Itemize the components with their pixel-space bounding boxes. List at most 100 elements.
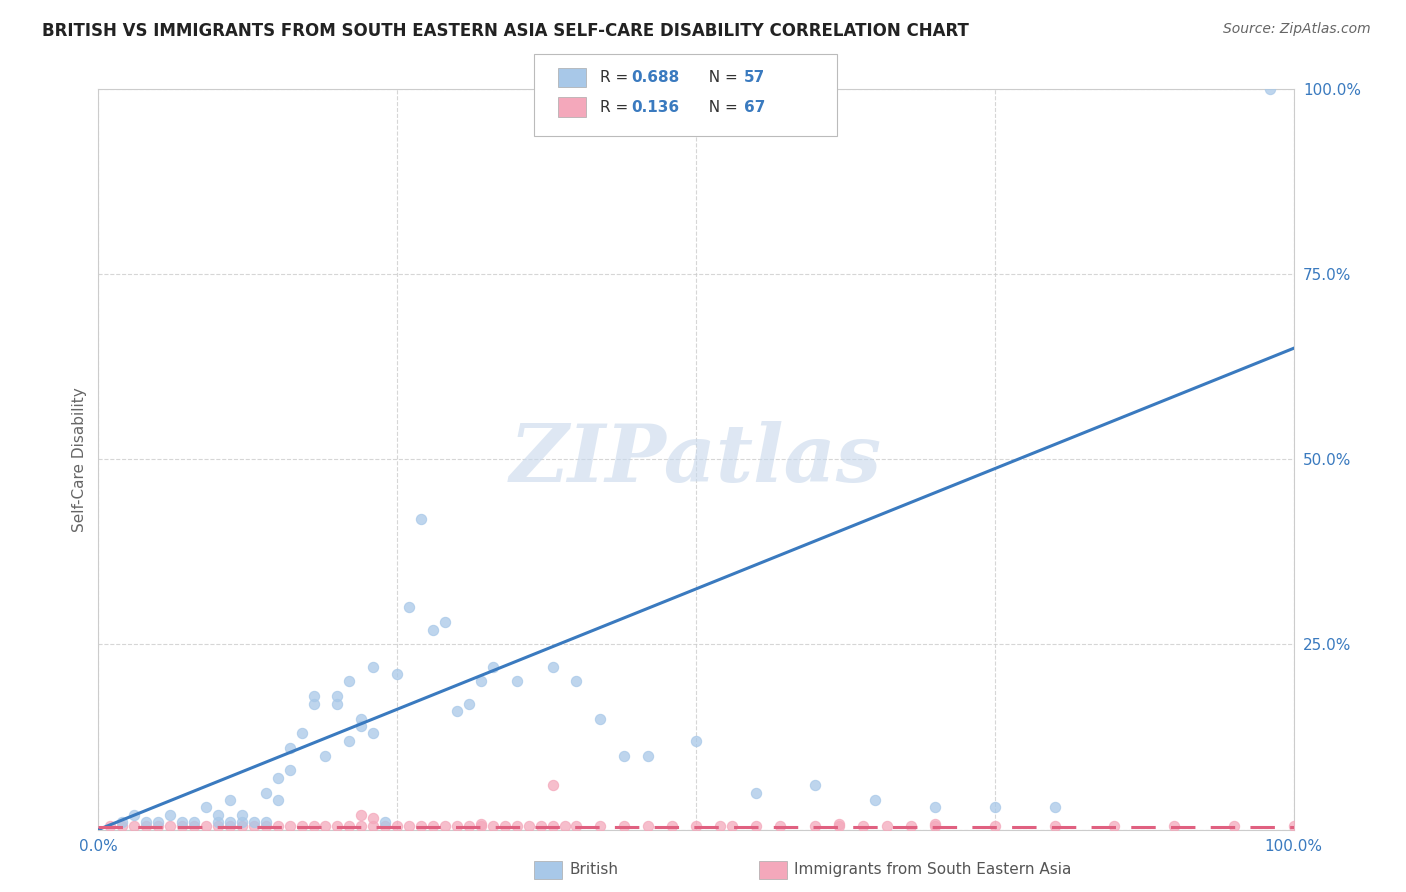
Text: Immigrants from South Eastern Asia: Immigrants from South Eastern Asia — [794, 863, 1071, 877]
Point — [398, 819, 420, 833]
Point — [900, 819, 922, 833]
Text: R =: R = — [600, 100, 634, 114]
Text: R =: R = — [600, 70, 634, 85]
Point — [243, 815, 266, 830]
Point — [637, 819, 659, 833]
Point — [159, 807, 181, 822]
Point — [219, 819, 242, 833]
Point — [589, 819, 612, 833]
Point — [148, 815, 170, 830]
Point — [924, 800, 946, 814]
Text: N =: N = — [699, 100, 742, 114]
Point — [291, 819, 314, 833]
Text: Source: ZipAtlas.com: Source: ZipAtlas.com — [1223, 22, 1371, 37]
Point — [876, 819, 898, 833]
Point — [458, 697, 481, 711]
Point — [98, 819, 122, 833]
Point — [470, 816, 492, 830]
Point — [494, 819, 516, 833]
Point — [434, 819, 457, 833]
Point — [302, 819, 325, 833]
Text: ZIPatlas: ZIPatlas — [510, 421, 882, 498]
Point — [637, 748, 659, 763]
Point — [254, 819, 277, 833]
Point — [852, 819, 875, 833]
Point — [828, 819, 851, 833]
Point — [350, 712, 373, 726]
Point — [267, 819, 290, 833]
Point — [924, 817, 946, 831]
Point — [565, 819, 588, 833]
Point — [565, 674, 588, 689]
Point — [385, 819, 409, 833]
Point — [291, 726, 314, 740]
Point — [411, 819, 433, 833]
Point — [385, 667, 409, 681]
Point — [267, 771, 290, 785]
Point — [422, 623, 444, 637]
Point — [661, 819, 683, 833]
Point — [111, 815, 134, 830]
Point — [709, 819, 731, 833]
Point — [278, 741, 301, 756]
Point — [613, 819, 636, 833]
Point — [183, 819, 205, 833]
Point — [446, 704, 468, 718]
Point — [278, 819, 301, 833]
Point — [172, 819, 194, 833]
Point — [315, 819, 337, 833]
Point — [541, 659, 564, 673]
Point — [506, 674, 529, 689]
Point — [721, 819, 744, 833]
Text: 0.688: 0.688 — [631, 70, 679, 85]
Point — [470, 674, 492, 689]
Point — [374, 819, 396, 833]
Point — [207, 815, 229, 830]
Point — [315, 748, 337, 763]
Point — [326, 819, 349, 833]
Text: 57: 57 — [744, 70, 765, 85]
Point — [219, 793, 242, 807]
Text: 0.136: 0.136 — [631, 100, 679, 114]
Point — [350, 719, 373, 733]
Point — [339, 819, 361, 833]
Point — [458, 819, 481, 833]
Text: BRITISH VS IMMIGRANTS FROM SOUTH EASTERN ASIA SELF-CARE DISABILITY CORRELATION C: BRITISH VS IMMIGRANTS FROM SOUTH EASTERN… — [42, 22, 969, 40]
Point — [541, 819, 564, 833]
Point — [589, 712, 612, 726]
Point — [363, 812, 385, 826]
Point — [207, 819, 229, 833]
Point — [422, 819, 444, 833]
Point — [924, 819, 946, 833]
Point — [530, 819, 553, 833]
Point — [267, 793, 290, 807]
Point — [363, 819, 385, 833]
Point — [195, 800, 218, 814]
Point — [326, 690, 349, 704]
Point — [172, 815, 194, 830]
Point — [554, 819, 576, 833]
Point — [685, 733, 707, 747]
Point — [374, 815, 396, 830]
Point — [446, 819, 468, 833]
Point — [1043, 819, 1066, 833]
Point — [302, 690, 325, 704]
Point — [411, 511, 433, 525]
Point — [1258, 82, 1281, 96]
Point — [541, 778, 564, 792]
Point — [302, 697, 325, 711]
Point — [984, 800, 1007, 814]
Text: British: British — [569, 863, 619, 877]
Point — [470, 819, 492, 833]
Point — [398, 600, 420, 615]
Point — [135, 819, 157, 833]
Point — [254, 786, 277, 800]
Point — [207, 807, 229, 822]
Y-axis label: Self-Care Disability: Self-Care Disability — [72, 387, 87, 532]
Point — [124, 807, 146, 822]
Point — [745, 819, 768, 833]
Point — [804, 819, 827, 833]
Point — [1282, 819, 1305, 833]
Point — [828, 817, 851, 831]
Point — [231, 815, 253, 830]
